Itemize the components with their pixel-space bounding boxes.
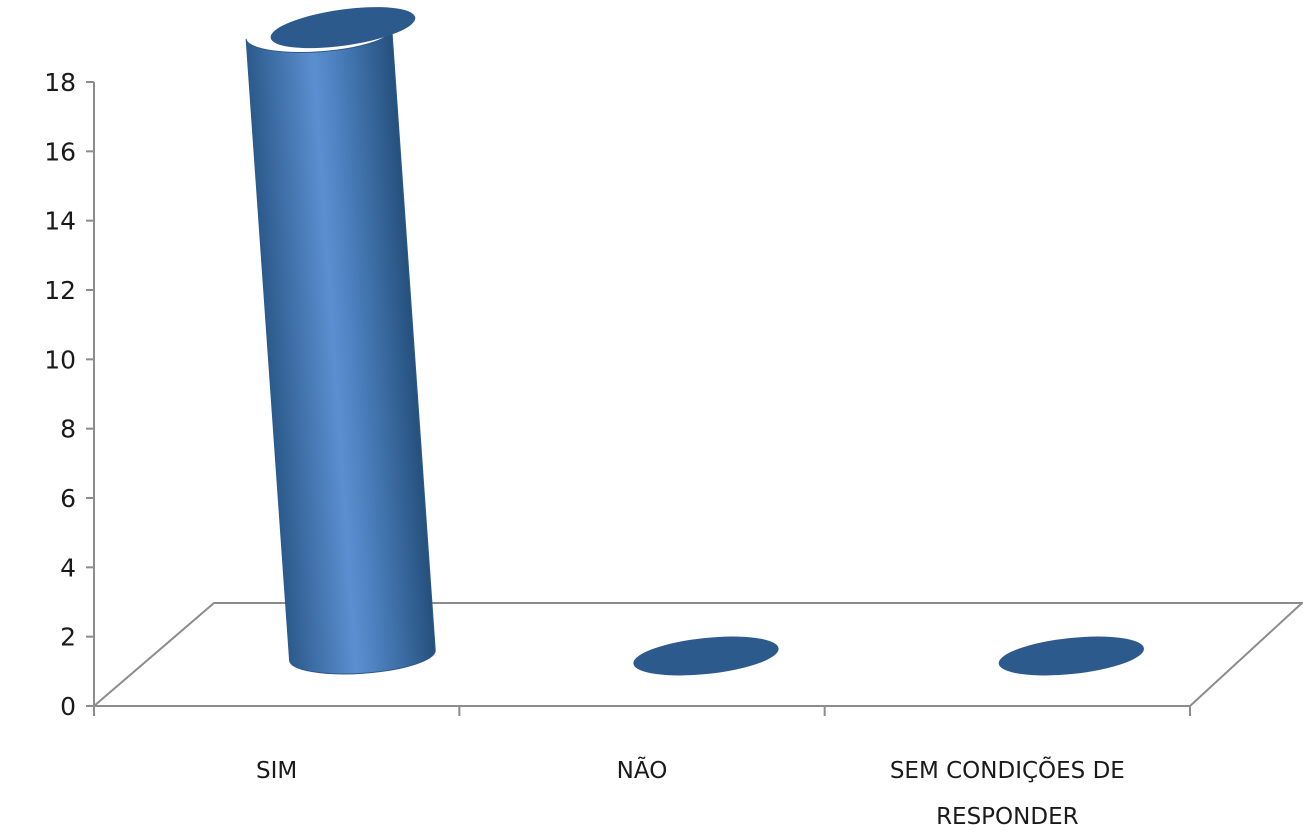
y-tick-label: 4 xyxy=(60,553,76,582)
x-axis-ticks xyxy=(93,706,1191,716)
bar-top xyxy=(270,7,416,49)
y-tick-label: 10 xyxy=(44,345,76,374)
x-category-label: SIM xyxy=(256,758,297,784)
bar-body xyxy=(245,28,436,675)
bar-3 xyxy=(998,636,1144,676)
x-category-label: SEM CONDIÇÕES DE RESPONDER xyxy=(890,755,1125,830)
y-tick-label: 6 xyxy=(60,484,76,513)
bars-group xyxy=(245,7,1144,676)
y-tick-label: 12 xyxy=(44,276,76,305)
bar-cap xyxy=(633,636,779,676)
bar-1 xyxy=(245,7,436,675)
category-labels: SIM NÃO SEM CONDIÇÕES DE RESPONDER xyxy=(256,755,1125,830)
bar-cap xyxy=(998,636,1144,676)
y-tick-label: 14 xyxy=(44,207,76,236)
y-tick-label: 8 xyxy=(60,415,76,444)
x-category-label: NÃO xyxy=(617,756,668,784)
y-tick-label: 16 xyxy=(44,137,76,166)
y-tick-label: 18 xyxy=(44,68,76,97)
y-tick-label: 0 xyxy=(60,692,76,721)
y-tick-label: 2 xyxy=(60,623,76,652)
y-axis-ticks: 0 2 4 6 8 10 12 14 16 18 xyxy=(44,68,94,721)
bar-2 xyxy=(633,636,779,676)
